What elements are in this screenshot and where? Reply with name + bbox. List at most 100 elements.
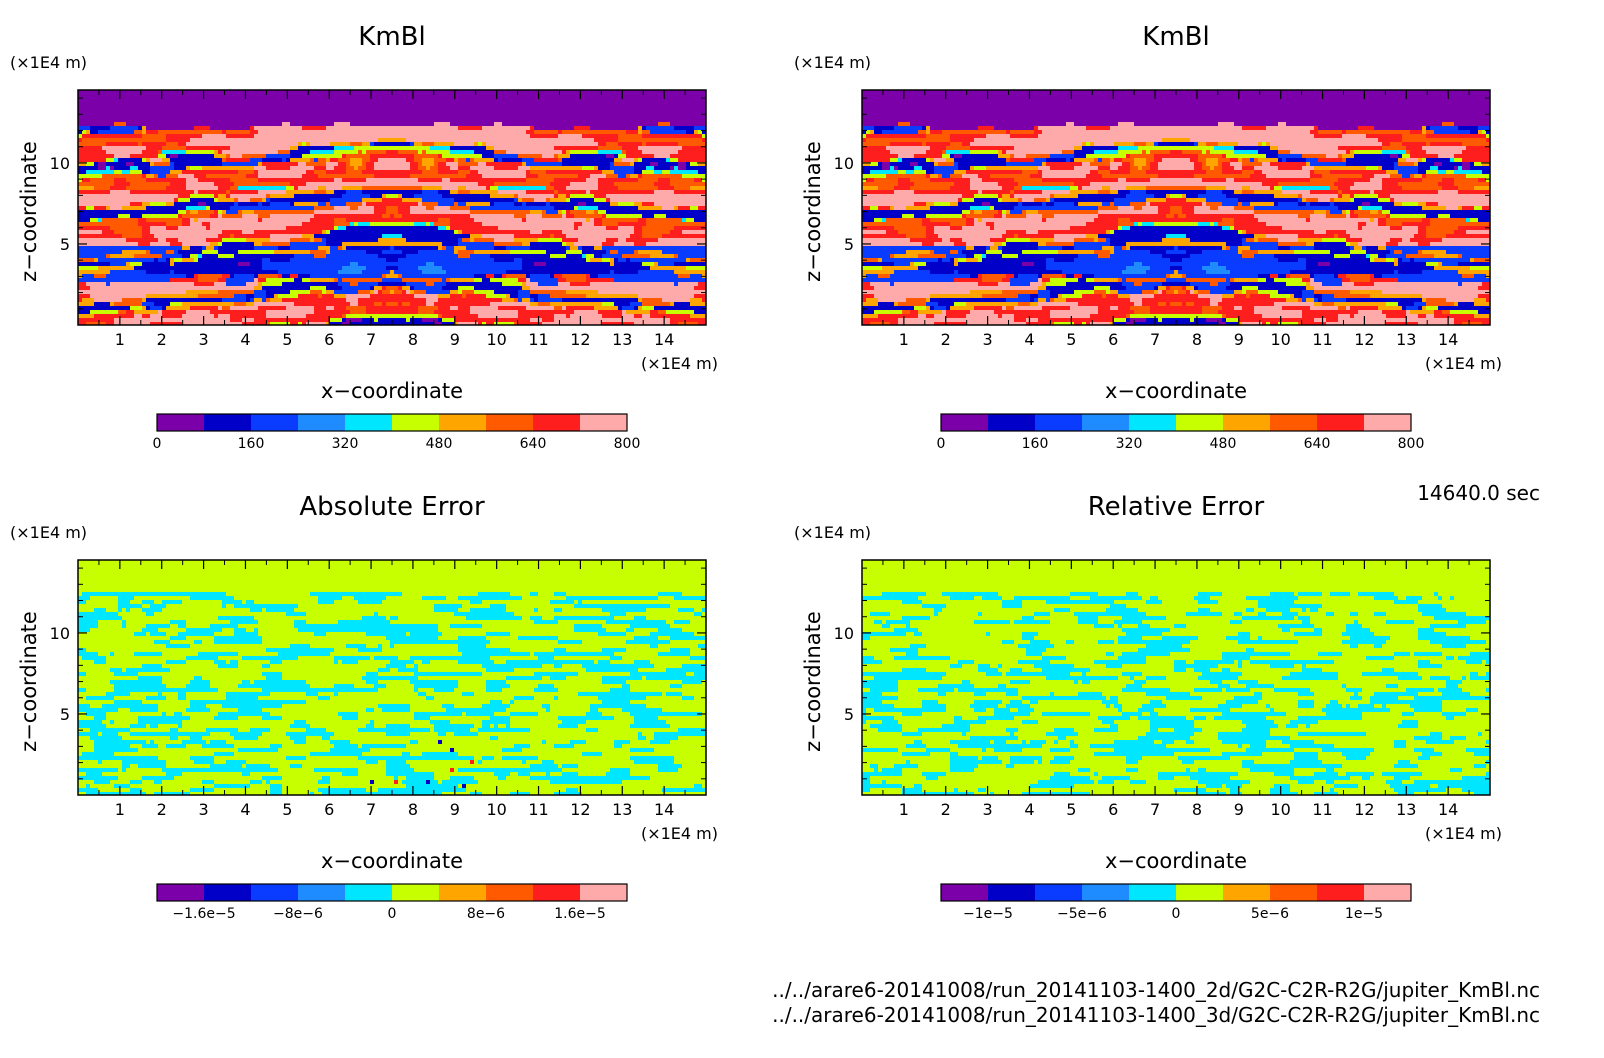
contour-cell (554, 146, 598, 150)
contour-cell (1366, 732, 1430, 736)
contour-cell (126, 178, 146, 182)
contour-cell (674, 206, 678, 210)
contour-cell (1406, 306, 1418, 310)
contour-cell (486, 146, 494, 150)
contour-cell (194, 282, 214, 286)
contour-cell (194, 760, 214, 764)
contour-cell (446, 246, 454, 250)
contour-cell (546, 250, 566, 254)
contour-cell (518, 154, 542, 158)
contour-cell (106, 712, 162, 716)
contour-cell (1314, 290, 1350, 294)
contour-cell (426, 696, 434, 700)
contour-cell (218, 242, 222, 246)
contour-cell (486, 186, 490, 190)
contour-cell (470, 210, 530, 214)
contour-cell (526, 170, 530, 174)
contour-cell (1426, 234, 1446, 238)
contour-cell (494, 258, 514, 262)
contour-cell (318, 692, 334, 696)
contour-cell (386, 732, 410, 736)
contour-cell (610, 258, 614, 262)
contour-cell (270, 214, 314, 218)
colorbar-swatch (251, 884, 299, 901)
contour-cell (78, 724, 106, 728)
contour-cell (1178, 756, 1230, 760)
contour-cell (1302, 154, 1326, 158)
contour-cell (1034, 158, 1046, 162)
contour-cell (642, 126, 646, 130)
contour-cell (262, 266, 342, 270)
contour-cell (1358, 644, 1374, 648)
contour-cell (1258, 274, 1270, 278)
contour-cell (1094, 218, 1118, 222)
contour-cell (434, 122, 450, 126)
contour-cell (438, 636, 458, 640)
contour-cell (94, 274, 106, 278)
contour-cell (1078, 732, 1146, 736)
contour-cell (310, 218, 334, 222)
contour-cell (1258, 600, 1294, 604)
contour-cell (1394, 270, 1398, 274)
contour-cell (998, 314, 1002, 318)
contour-cell (954, 154, 962, 158)
contour-cell (518, 194, 554, 198)
contour-cell (1118, 656, 1146, 660)
contour-cell (882, 218, 886, 222)
contour-cell (1098, 234, 1166, 238)
contour-cell (1306, 158, 1318, 162)
contour-cell (258, 736, 290, 740)
contour-cell (262, 162, 298, 166)
contour-cell (578, 174, 590, 178)
contour-cell (410, 704, 442, 708)
contour-cell (102, 174, 142, 178)
contour-cell (1074, 246, 1102, 250)
x-tick-label: 2 (941, 330, 951, 349)
contour-cell (542, 740, 546, 744)
contour-cell (310, 238, 314, 242)
contour-cell (886, 174, 926, 178)
contour-cell (222, 230, 242, 234)
contour-cell (1138, 648, 1190, 652)
contour-cell (1358, 226, 1362, 230)
contour-cell (78, 672, 86, 676)
contour-cell (530, 744, 554, 748)
contour-cell (546, 708, 550, 712)
contour-cell (1194, 174, 1250, 178)
contour-cell (278, 768, 314, 772)
contour-cell (1002, 700, 1010, 704)
contour-cell (274, 294, 278, 298)
contour-cell (306, 736, 322, 740)
contour-cell (162, 692, 178, 696)
contour-cell (654, 190, 674, 194)
contour-cell (1070, 190, 1098, 194)
contour-cell (1034, 708, 1118, 712)
contour-cell (1306, 262, 1318, 266)
contour-cell (950, 142, 962, 146)
contour-cell (874, 708, 946, 712)
contour-cell (1150, 162, 1158, 166)
contour-cell (90, 218, 98, 222)
contour-cell (78, 318, 114, 322)
contour-cell (862, 668, 902, 672)
contour-cell (250, 298, 254, 302)
contour-cell (954, 302, 966, 306)
contour-cell (454, 732, 478, 736)
contour-cell (1182, 286, 1186, 290)
contour-cell (466, 616, 522, 620)
x-tick-label: 6 (324, 330, 334, 349)
contour-cell (1162, 138, 1190, 142)
contour-cell (362, 190, 422, 194)
contour-cell (974, 692, 986, 696)
contour-cell (326, 202, 330, 206)
contour-cell (1054, 214, 1098, 218)
contour-cell (1310, 218, 1370, 222)
contour-cell (594, 254, 602, 258)
contour-cell (942, 608, 1054, 612)
contour-cell (590, 218, 594, 222)
contour-cell (898, 178, 910, 182)
contour-cell (570, 314, 602, 318)
contour-cell (1378, 166, 1382, 170)
contour-cell (1306, 218, 1310, 222)
contour-cell (230, 186, 238, 190)
